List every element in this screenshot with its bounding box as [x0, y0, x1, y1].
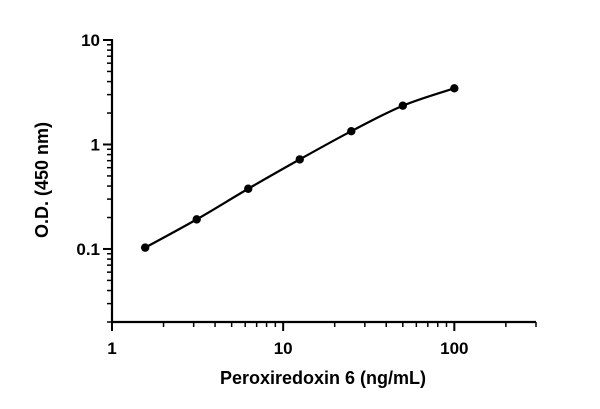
data-point [244, 184, 253, 193]
tick-labels: 0.1 1 10 1 10 100 [76, 31, 468, 358]
y-tick-label: 10 [81, 31, 100, 50]
y-tick-label: 0.1 [76, 240, 100, 259]
x-tick-label: 1 [107, 339, 116, 358]
fit-curve [144, 87, 455, 249]
data-point [347, 127, 356, 136]
x-tick-label: 100 [440, 339, 468, 358]
data-point [295, 155, 304, 164]
data-point [398, 101, 408, 110]
data-point [140, 243, 150, 252]
y-tick-label: 1 [91, 135, 100, 154]
data-point [192, 215, 201, 224]
axes [110, 39, 536, 324]
data-point [450, 84, 459, 93]
x-axis-title: Peroxiredoxin 6 (ng/mL) [220, 368, 426, 388]
x-tick-label: 10 [274, 339, 293, 358]
ticks [103, 39, 537, 331]
data-points [140, 84, 459, 252]
y-axis-title: O.D. (450 nm) [32, 122, 52, 238]
